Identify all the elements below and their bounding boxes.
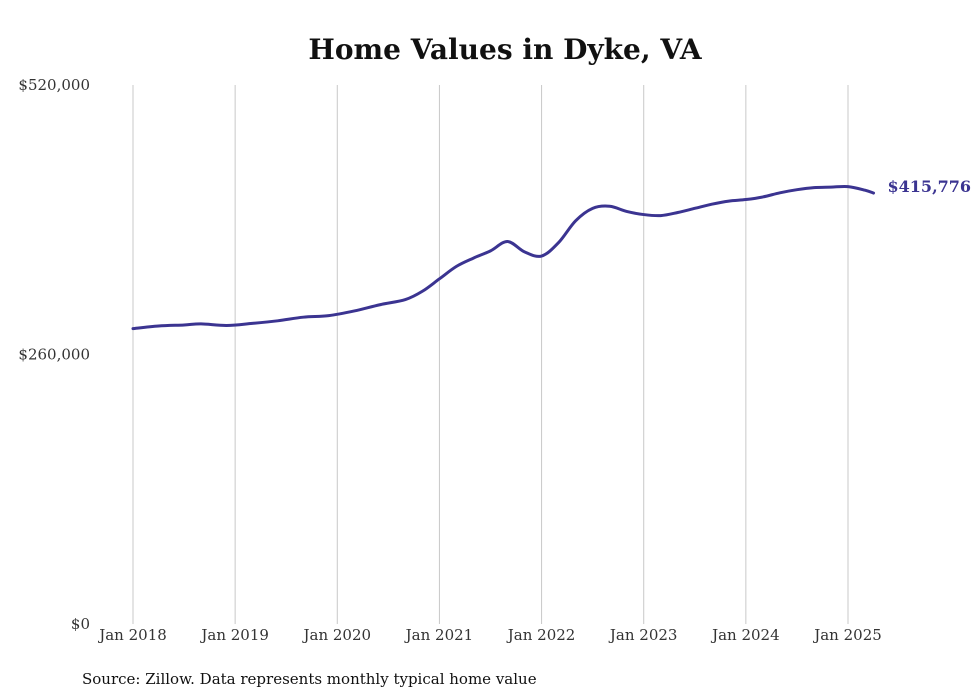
x-tick-label: Jan 2018	[97, 626, 167, 644]
x-tick-label: Jan 2020	[302, 626, 372, 644]
y-tick-label: $520,000	[18, 76, 90, 94]
series-layer	[131, 184, 876, 331]
series-line	[131, 184, 876, 331]
source-note: Source: Zillow. Data represents monthly …	[82, 670, 537, 688]
annotations: $415,776	[888, 177, 972, 196]
gridlines	[132, 85, 849, 624]
x-tick-label: Jan 2024	[710, 626, 780, 644]
x-tick-label: Jan 2023	[608, 626, 678, 644]
y-axis: $0 $260,000 $520,000	[18, 76, 90, 633]
x-tick-label: Jan 2022	[506, 626, 576, 644]
x-axis: Jan 2018 Jan 2019 Jan 2020 Jan 2021 Jan 2022…	[97, 626, 882, 644]
x-tick-label: Jan 2019	[199, 626, 269, 644]
x-tick-label: Jan 2025	[812, 626, 882, 644]
chart-title: Home Values in Dyke, VA	[308, 33, 702, 66]
y-tick-label: $260,000	[18, 346, 90, 364]
x-tick-label: Jan 2021	[404, 626, 474, 644]
last-value-label: $415,776	[888, 177, 972, 196]
y-tick-label: $0	[71, 615, 90, 633]
